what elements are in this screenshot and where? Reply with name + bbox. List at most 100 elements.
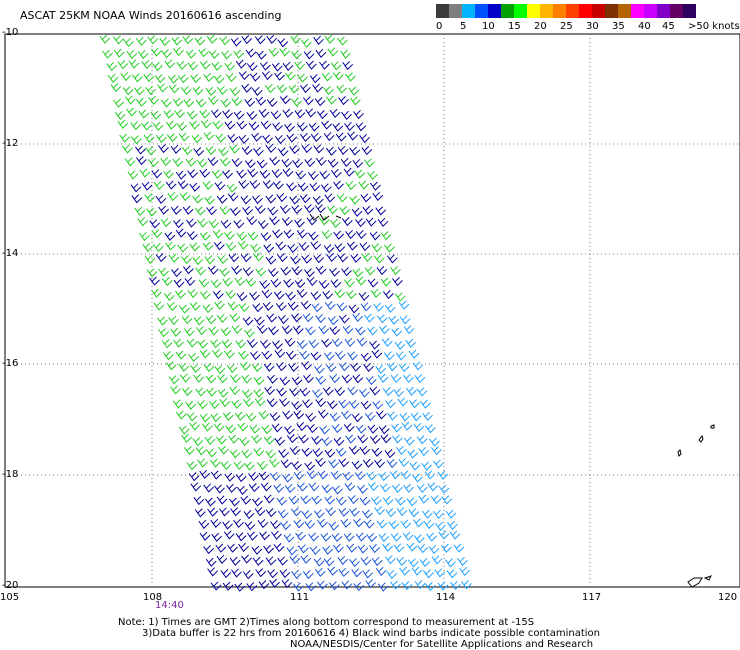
wind-barb — [249, 291, 260, 301]
wind-barb — [158, 267, 169, 277]
map-title: ASCAT 25KM NOAA Winds 20160616 ascending — [20, 9, 282, 22]
wind-barb — [299, 350, 310, 360]
wind-barb — [288, 84, 300, 94]
wind-barb — [252, 303, 264, 313]
wind-barb — [364, 411, 376, 422]
wind-barb — [229, 207, 241, 217]
wind-barb — [231, 324, 243, 334]
wind-barb — [301, 143, 313, 154]
wind-barb — [317, 409, 329, 419]
wind-barb — [150, 288, 162, 298]
wind-barb — [385, 508, 397, 518]
wind-barb — [242, 570, 254, 580]
wind-barb — [372, 191, 384, 201]
wind-barb — [181, 433, 192, 443]
wind-barb — [291, 205, 303, 215]
x-tick-label: 117 — [582, 592, 602, 603]
wind-barb — [240, 495, 252, 505]
wind-barb — [369, 544, 380, 554]
wind-barb — [260, 120, 272, 130]
wind-barb — [278, 448, 289, 459]
wind-barb — [300, 495, 312, 505]
wind-barb — [433, 459, 444, 469]
wind-barb — [291, 569, 302, 579]
wind-barb — [165, 361, 177, 371]
wind-barb — [395, 445, 407, 455]
wind-barb — [286, 434, 298, 444]
wind-barb — [167, 191, 179, 202]
wind-barb — [250, 350, 261, 361]
wind-barb — [332, 122, 344, 132]
wind-barb — [332, 71, 344, 81]
wind-barb — [382, 496, 394, 506]
wind-barb — [355, 424, 367, 434]
wind-barb — [284, 425, 295, 435]
wind-barb — [142, 242, 154, 253]
island-outline — [703, 575, 712, 581]
wind-barb — [126, 49, 138, 60]
note-line-1: Note: 1) Times are GMT 2)Times along bot… — [118, 617, 535, 628]
wind-barb — [310, 351, 322, 361]
wind-barb — [302, 313, 314, 323]
wind-barb — [289, 446, 301, 456]
wind-barb — [210, 339, 221, 349]
wind-barb — [243, 461, 255, 471]
wind-barb — [403, 373, 414, 383]
wind-barb — [329, 412, 341, 422]
wind-barb — [141, 59, 153, 70]
wind-barb — [269, 471, 281, 481]
wind-barb — [330, 61, 342, 71]
wind-barb — [177, 180, 189, 190]
wind-barb — [373, 254, 385, 264]
wind-barb — [340, 49, 351, 59]
wind-barb — [344, 121, 355, 132]
wind-barb — [330, 168, 342, 178]
wind-barb — [344, 337, 356, 347]
wind-barb — [367, 278, 379, 288]
x-tick-label: 108 — [143, 592, 163, 603]
wind-barb — [306, 470, 318, 480]
legend-swatch — [501, 4, 514, 18]
wind-barb — [152, 121, 164, 131]
wind-barb — [192, 255, 204, 266]
wind-barb — [252, 556, 264, 566]
wind-barb — [164, 59, 176, 69]
wind-barb — [155, 133, 167, 143]
wind-barb — [231, 265, 242, 275]
wind-barb — [295, 531, 306, 541]
y-tick-label: -12 — [2, 138, 19, 149]
wind-barb — [449, 530, 461, 540]
wind-barb — [284, 123, 295, 133]
wind-barb — [388, 315, 400, 325]
wind-barb — [354, 471, 366, 481]
wind-barb — [313, 254, 325, 264]
wind-barb — [437, 581, 449, 591]
wind-barb — [397, 397, 409, 407]
wind-barb — [277, 38, 289, 48]
wind-barb — [131, 194, 143, 204]
wind-barb — [371, 243, 383, 253]
island-outline — [687, 577, 703, 588]
wind-barb — [252, 497, 263, 507]
wind-barb — [228, 253, 240, 263]
wind-barb — [308, 122, 320, 132]
wind-barb — [186, 412, 198, 422]
wind-barb — [230, 37, 242, 47]
wind-barb — [399, 412, 411, 422]
wind-barb — [257, 518, 269, 529]
wind-barb — [332, 485, 343, 495]
wind-barb — [216, 495, 228, 505]
wind-barb — [256, 324, 268, 334]
wind-barb — [238, 179, 250, 189]
wind-barb — [405, 338, 417, 348]
wind-barb — [418, 494, 430, 504]
legend-swatch — [683, 4, 696, 18]
wind-barb — [224, 472, 236, 482]
wind-barb — [366, 471, 377, 481]
wind-barb — [457, 556, 468, 566]
wind-barb — [231, 157, 243, 168]
wind-barb — [317, 518, 328, 528]
wind-barb — [291, 376, 303, 386]
wind-barb — [459, 566, 471, 576]
wind-barb — [441, 495, 453, 505]
